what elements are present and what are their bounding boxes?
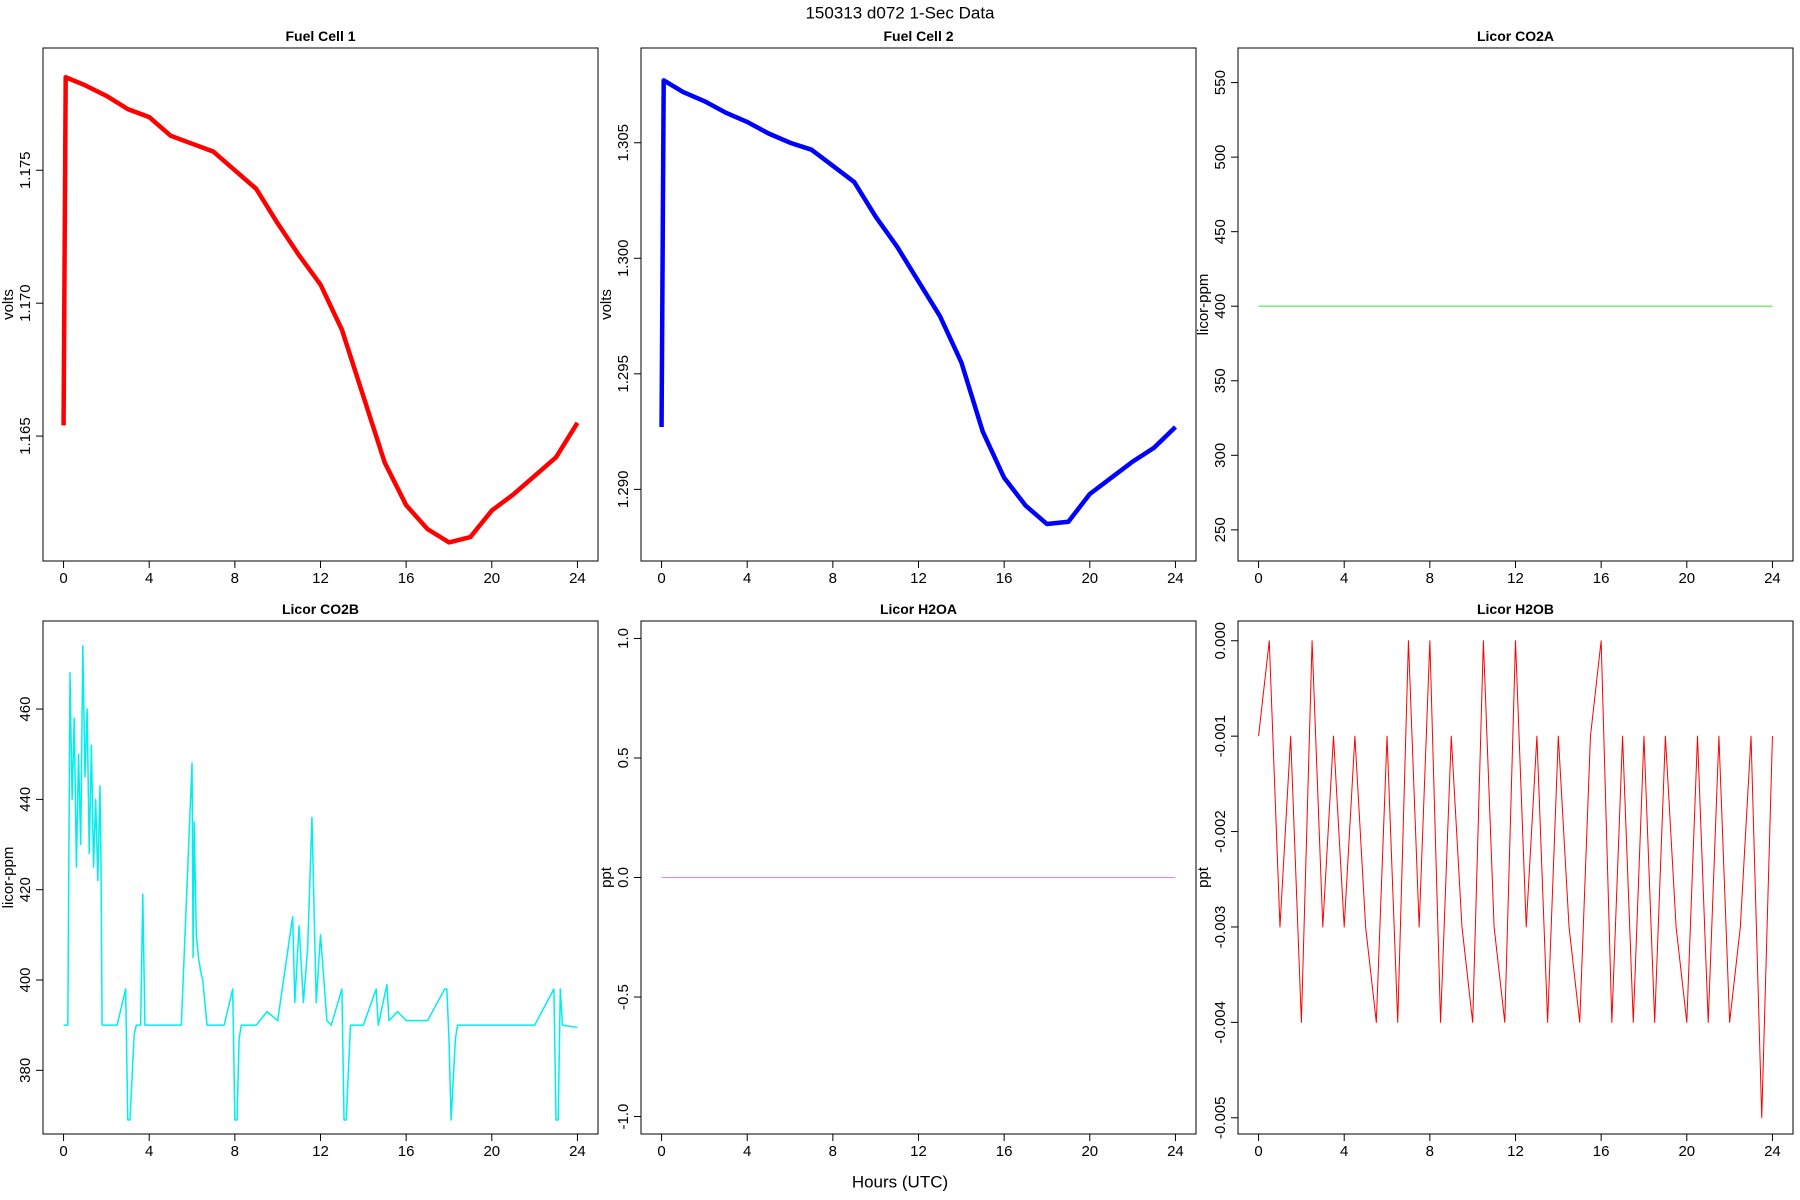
y-tick-label: -0.004 [1212,1001,1229,1044]
x-tick-label: 16 [1593,570,1610,587]
plot-frame [640,47,1197,562]
y-tick-label: 250 [1212,517,1229,542]
x-tick-label: 24 [1764,570,1781,587]
panel-title: Licor CO2A [1477,28,1554,44]
x-tick-label: 24 [1167,1143,1184,1160]
y-tick-label: 440 [17,787,34,812]
x-tick-label: 4 [1340,1143,1348,1160]
x-tick-label: 8 [231,570,239,587]
x-tick-label: 20 [1678,570,1695,587]
y-tick-label: 1.175 [17,151,34,189]
x-tick-label: 4 [1340,570,1348,587]
plot-frame [1237,47,1794,562]
x-tick-label: 12 [312,1143,329,1160]
x-tick-label: 8 [1426,570,1434,587]
x-tick-label: 24 [1764,1143,1781,1160]
y-tick-label: 500 [1212,145,1229,170]
y-tick-label: 380 [17,1058,34,1083]
x-tick-label: 24 [569,570,586,587]
y-tick-label: 1.295 [615,355,632,393]
y-tick-label: 1.300 [615,240,632,278]
x-tick-label: 24 [1167,570,1184,587]
data-line [61,74,580,545]
x-tick-label: 0 [657,1143,665,1160]
y-tick-label: 1.305 [615,124,632,162]
data-line [63,645,578,1121]
panel-title: Licor CO2B [282,601,359,617]
x-tick-label: 0 [59,1143,67,1160]
y-tick-label: 1.290 [615,471,632,509]
y-tick-label: 420 [17,877,34,902]
x-tick-label: 4 [743,1143,751,1160]
data-line [1258,640,1773,1119]
x-tick-label: 16 [398,570,415,587]
x-tick-label: 20 [1081,570,1098,587]
x-tick-label: 20 [1678,1143,1695,1160]
y-axis-label: licor-ppm [0,847,17,909]
x-tick-label: 4 [145,570,153,587]
y-tick-label: -1.0 [615,1104,632,1130]
y-tick-label: 550 [1212,70,1229,95]
panel-title: Licor H2OB [1477,601,1554,617]
y-tick-label: 460 [17,697,34,722]
y-tick-label: 1.165 [17,417,34,455]
y-tick-label: -0.005 [1212,1097,1229,1140]
y-tick-label: 400 [1212,294,1229,319]
x-tick-label: 12 [1507,1143,1524,1160]
x-tick-label: 16 [996,570,1013,587]
x-tick-label: 20 [483,570,500,587]
panel-title: Licor H2OA [880,601,957,617]
x-tick-label: 16 [398,1143,415,1160]
y-tick-label: 0.5 [615,748,632,769]
x-tick-label: 0 [1254,570,1262,587]
plot-frame [42,47,599,562]
y-tick-label: 400 [17,967,34,992]
x-tick-label: 0 [657,570,665,587]
x-tick-label: 16 [1593,1143,1610,1160]
x-tick-label: 8 [1426,1143,1434,1160]
x-tick-label: 8 [231,1143,239,1160]
x-tick-label: 12 [312,570,329,587]
x-axis-label: Hours (UTC) [852,1172,948,1191]
x-tick-label: 16 [996,1143,1013,1160]
x-tick-label: 24 [569,1143,586,1160]
x-tick-label: 0 [1254,1143,1262,1160]
panel-title: Fuel Cell 2 [883,28,953,44]
y-tick-label: -0.002 [1212,810,1229,853]
x-tick-label: 0 [59,570,67,587]
y-tick-label: 0.0 [615,867,632,888]
y-tick-label: 1.170 [17,284,34,322]
x-tick-label: 4 [145,1143,153,1160]
panel-title: Fuel Cell 1 [285,28,355,44]
x-tick-label: 8 [829,570,837,587]
x-tick-label: 20 [1081,1143,1098,1160]
y-tick-label: 0.000 [1212,622,1229,660]
y-tick-label: 350 [1212,368,1229,393]
y-axis-label: ppt [1195,866,1212,888]
page-title: 150313 d072 1-Sec Data [805,3,995,22]
y-tick-label: 300 [1212,443,1229,468]
y-tick-label: 1.0 [615,628,632,649]
x-tick-label: 20 [483,1143,500,1160]
x-tick-label: 8 [829,1143,837,1160]
y-axis-label: volts [598,289,615,320]
x-tick-label: 12 [910,570,927,587]
y-axis-label: volts [0,289,17,320]
y-tick-label: -0.003 [1212,906,1229,949]
y-axis-label: ppt [598,866,615,888]
y-tick-label: 450 [1212,219,1229,244]
x-tick-label: 12 [910,1143,927,1160]
y-tick-label: -0.001 [1212,715,1229,758]
x-tick-label: 4 [743,570,751,587]
y-tick-label: -0.5 [615,984,632,1010]
x-tick-label: 12 [1507,570,1524,587]
y-axis-label: licor-ppm [1195,274,1212,336]
data-line [659,78,1178,527]
